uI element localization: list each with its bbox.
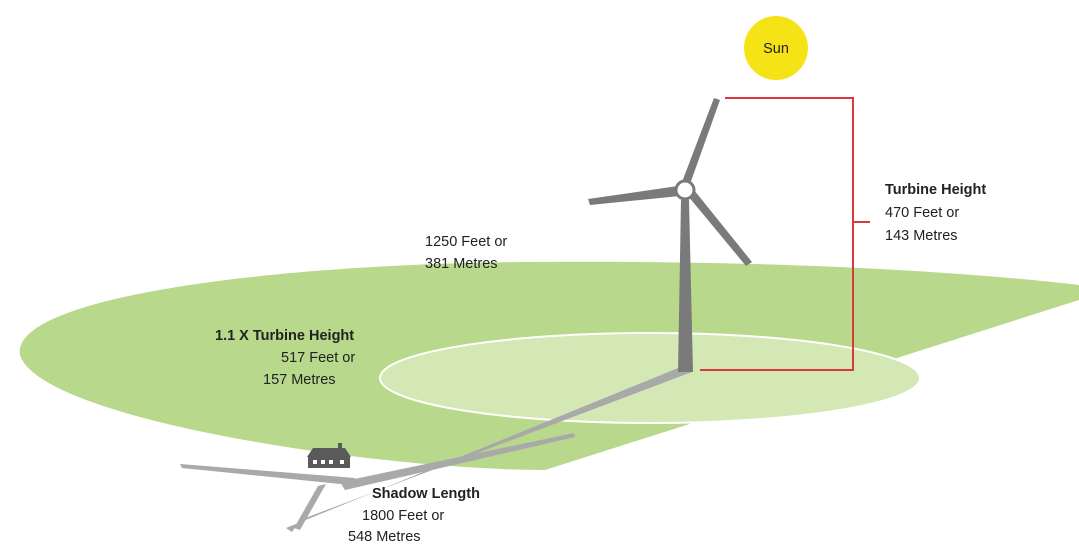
diagram: Sun Turbine Height 470 Feet or 143 Metre… bbox=[0, 0, 1079, 544]
turbine-height-line: 143 Metres bbox=[885, 228, 958, 244]
inner-radius-title: 1.1 X Turbine Height bbox=[215, 328, 354, 344]
inner-zone bbox=[380, 333, 920, 423]
turbine-height-title: Turbine Height bbox=[885, 182, 986, 198]
shadow-length-line: 548 Metres bbox=[348, 529, 421, 544]
turbine-height-line: 470 Feet or bbox=[885, 205, 959, 221]
inner-radius-line: 157 Metres bbox=[263, 372, 336, 388]
sun-label: Sun bbox=[763, 41, 789, 57]
outer-radius-line: 1250 Feet or bbox=[425, 234, 507, 250]
inner-radius-line: 517 Feet or bbox=[281, 350, 355, 366]
shadow-length-line: 1800 Feet or bbox=[362, 508, 444, 524]
outer-radius-line: 381 Metres bbox=[425, 256, 498, 272]
shadow-length-title: Shadow Length bbox=[372, 486, 480, 502]
